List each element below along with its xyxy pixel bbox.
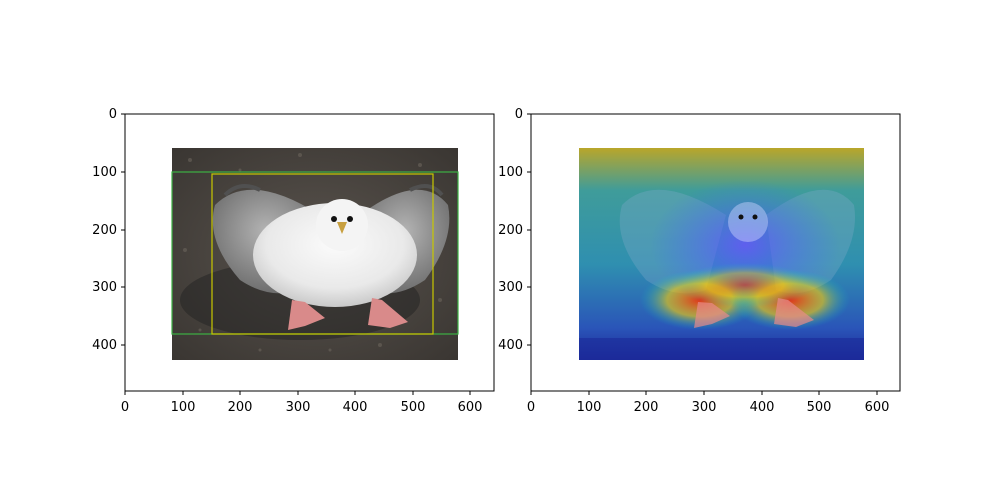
right-x-tick: 200 bbox=[634, 400, 659, 415]
right-y-tick: 400 bbox=[498, 338, 523, 353]
right-y-tick: 0 bbox=[515, 107, 523, 122]
right-x-tick: 300 bbox=[692, 400, 717, 415]
left-photo bbox=[172, 148, 458, 360]
left-x-tick: 600 bbox=[458, 400, 483, 415]
left-x-tick: 100 bbox=[171, 400, 196, 415]
left-y-tick: 0 bbox=[109, 107, 117, 122]
right-x-axis: 0 100 200 300 400 500 600 bbox=[527, 391, 890, 415]
left-x-axis: 0 100 200 300 400 500 600 bbox=[121, 391, 483, 415]
left-y-tick: 100 bbox=[92, 165, 117, 180]
left-x-tick: 200 bbox=[228, 400, 253, 415]
right-x-tick: 600 bbox=[865, 400, 890, 415]
left-y-tick: 200 bbox=[92, 223, 117, 238]
right-y-tick: 300 bbox=[498, 280, 523, 295]
right-y-tick: 200 bbox=[498, 223, 523, 238]
right-x-tick: 0 bbox=[527, 400, 535, 415]
left-x-tick: 300 bbox=[286, 400, 311, 415]
left-x-tick: 0 bbox=[121, 400, 129, 415]
right-x-tick: 500 bbox=[807, 400, 832, 415]
left-x-tick: 500 bbox=[401, 400, 426, 415]
detection-box-yellow bbox=[211, 173, 434, 335]
left-y-tick: 300 bbox=[92, 280, 117, 295]
right-panel: 0 100 200 300 400 0 100 200 300 400 500 … bbox=[498, 107, 901, 415]
right-y-axis: 0 100 200 300 400 bbox=[498, 107, 531, 353]
right-y-tick: 100 bbox=[498, 165, 523, 180]
left-panel: 0 100 200 300 400 0 100 200 300 400 500 … bbox=[92, 107, 495, 415]
left-x-tick: 400 bbox=[343, 400, 368, 415]
left-y-axis: 0 100 200 300 400 bbox=[92, 107, 125, 353]
right-x-tick: 400 bbox=[750, 400, 775, 415]
heatmap-image bbox=[579, 148, 864, 360]
left-y-tick: 400 bbox=[92, 338, 117, 353]
right-x-tick: 100 bbox=[577, 400, 602, 415]
